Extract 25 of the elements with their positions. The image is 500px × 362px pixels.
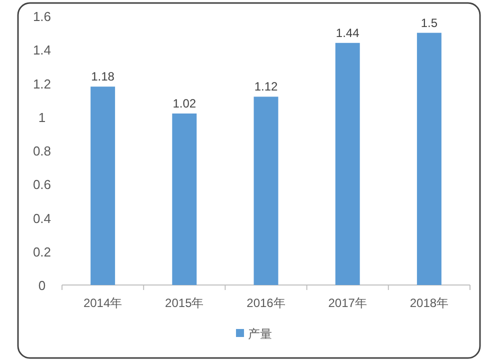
x-tick-label: 2014年 [83,296,122,310]
x-tick-label: 2018年 [410,296,449,310]
y-tick-label: 0.2 [32,244,52,260]
y-tick-label: 0.8 [32,144,52,158]
x-tick-label: 2015年 [165,296,204,310]
legend-label: 产量 [248,327,272,341]
y-tick-label: 0.4 [32,210,52,226]
x-tick-label: 2017年 [328,296,367,310]
y-tick-label: 1.2 [32,76,52,92]
y-tick-label: 0 [38,278,46,293]
y-tick-label: 1.6 [32,9,52,24]
data-label: 1.18 [91,70,115,84]
bar [416,32,442,285]
bar [90,86,116,285]
data-label: 1.44 [336,26,360,40]
bar [335,42,360,285]
bar [254,96,278,285]
y-tick-label: 1.4 [32,42,52,58]
x-tick-label: 2016年 [246,296,286,310]
y-tick-label: 1 [38,110,46,125]
data-label: 1.02 [172,96,196,111]
bar [172,114,197,285]
data-label: 1.5 [420,16,438,30]
y-tick-label: 0.6 [32,177,52,192]
data-label: 1.12 [254,80,278,94]
